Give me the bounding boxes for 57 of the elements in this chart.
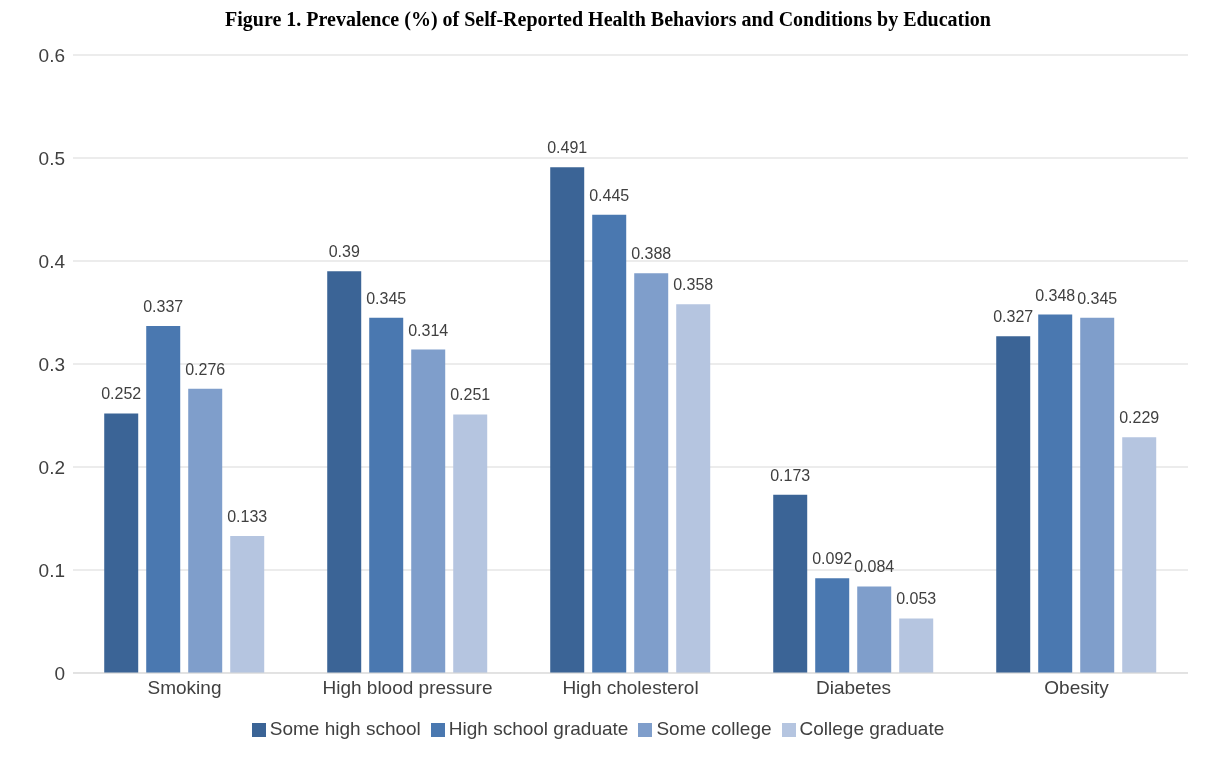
- data-label: 0.084: [854, 558, 895, 576]
- bar: [188, 388, 223, 673]
- y-tick-label: 0: [54, 662, 65, 684]
- bar: [634, 273, 669, 673]
- data-label: 0.092: [812, 550, 853, 568]
- y-tick-label: 0.4: [38, 250, 66, 272]
- bar: [592, 214, 627, 673]
- data-label: 0.388: [631, 245, 672, 263]
- bar: [230, 536, 265, 673]
- y-tick-label: 0.5: [38, 147, 65, 169]
- bar: [104, 413, 139, 673]
- chart-title: Figure 1. Prevalence (%) of Self-Reported Health Behaviors and Conditions by Education: [224, 8, 992, 31]
- data-label: 0.337: [143, 297, 184, 315]
- bar: [327, 271, 362, 673]
- data-label: 0.314: [408, 321, 449, 339]
- bar: [773, 494, 808, 673]
- bar: [411, 349, 446, 673]
- bar: [857, 586, 892, 673]
- data-label: 0.229: [1119, 409, 1160, 427]
- bar: [146, 325, 181, 673]
- x-tick-label: High blood pressure: [322, 677, 493, 699]
- bar: [550, 167, 585, 673]
- bar: [453, 414, 488, 673]
- bar: [1080, 317, 1115, 673]
- x-tick-label: Obesity: [1044, 677, 1110, 699]
- x-tick-label: Smoking: [147, 677, 222, 699]
- data-label: 0.345: [1077, 289, 1118, 307]
- data-label: 0.491: [547, 139, 588, 157]
- legend-label: Some college: [656, 718, 772, 739]
- x-tick-label: High cholesterol: [562, 677, 699, 699]
- data-label: 0.445: [589, 186, 630, 204]
- data-label: 0.133: [227, 508, 268, 526]
- bar: [369, 317, 404, 673]
- y-tick-label: 0.6: [38, 44, 65, 66]
- legend-label: Some high school: [269, 718, 421, 739]
- data-label: 0.173: [770, 466, 811, 484]
- data-label: 0.276: [185, 360, 226, 378]
- y-tick-label: 0.3: [38, 353, 65, 375]
- y-tick-label: 0.2: [38, 456, 65, 478]
- bar: [1038, 314, 1073, 673]
- data-label: 0.358: [673, 276, 714, 294]
- data-label: 0.345: [366, 289, 407, 307]
- bar: [1122, 437, 1157, 673]
- data-label: 0.39: [328, 243, 360, 261]
- data-label: 0.053: [896, 590, 937, 608]
- x-tick-label: Diabetes: [816, 677, 891, 699]
- y-tick-label: 0.1: [38, 559, 65, 581]
- bar: [815, 578, 850, 673]
- bar: [996, 336, 1031, 673]
- data-label: 0.348: [1035, 286, 1076, 304]
- legend-label: College graduate: [799, 718, 945, 739]
- bar: [676, 304, 711, 673]
- bar: [899, 618, 934, 673]
- data-label: 0.327: [993, 308, 1034, 326]
- data-label: 0.252: [101, 385, 142, 403]
- legend-label: High school graduate: [448, 718, 629, 739]
- data-label: 0.251: [450, 386, 491, 404]
